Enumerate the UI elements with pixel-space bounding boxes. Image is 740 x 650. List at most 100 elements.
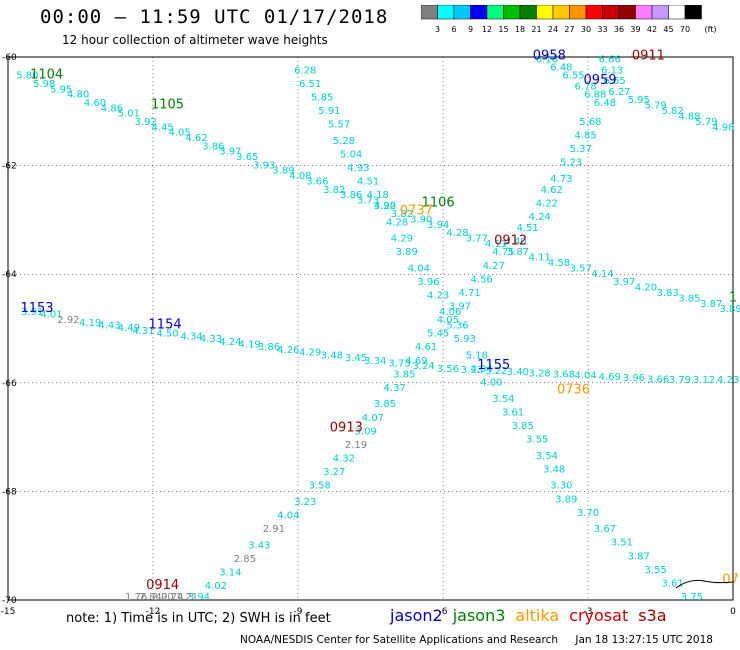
swh-value: 3.48	[543, 464, 565, 475]
swh-value: 4.26	[277, 345, 299, 356]
swh-value: 4.34	[181, 331, 203, 342]
satellite-legend: jason2 jason3 altika cryosat s3a	[390, 606, 677, 625]
pass-time-label: 1153	[20, 301, 53, 316]
swh-value: 4.75	[492, 247, 514, 258]
pass-time-label: 0737	[400, 203, 433, 218]
swh-value: 4.24	[529, 212, 551, 223]
swh-value: 4.24	[219, 337, 241, 348]
swh-value: 3.12	[693, 375, 715, 386]
colorbar-swatch	[668, 5, 686, 20]
swh-value: 3.55	[645, 565, 667, 576]
swh-value: 4.56	[471, 274, 493, 285]
swh-value: 5.95	[50, 84, 72, 95]
swh-value: 4.02	[205, 581, 227, 592]
pass-time-label: 0959	[584, 73, 617, 88]
pass-time-label: 0736	[557, 383, 590, 398]
swh-value: 3.83	[657, 288, 679, 299]
swh-value: 3.94	[427, 220, 449, 231]
swh-value: 4.23	[427, 291, 449, 302]
swh-value: 4.88	[678, 111, 700, 122]
swh-value: 3.75	[681, 592, 703, 603]
swh-value: 3.66	[306, 177, 328, 188]
swh-value: 3.89	[396, 247, 418, 258]
swh-value: 3.61	[502, 407, 524, 418]
swh-value: 3.65	[236, 152, 258, 163]
swh-value: 6.27	[608, 87, 630, 98]
swh-value: 3.55	[526, 435, 548, 446]
swh-value: 3.87	[628, 551, 650, 562]
generated-timestamp: Jan 18 13:27:15 UTC 2018	[575, 634, 713, 646]
colorbar-swatch	[453, 5, 471, 20]
credit-line: NOAA/NESDIS Center for Satellite Applica…	[240, 634, 727, 646]
swh-value: 5.93	[454, 334, 476, 345]
colorbar-tick: 30	[581, 25, 591, 34]
colorbar-tick: 6	[451, 25, 456, 34]
swh-value: 6.48	[594, 98, 616, 109]
swh-value: 3.58	[309, 481, 331, 492]
swh-value: 6.78	[574, 82, 596, 93]
footnote: note: 1) Time is in UTC; 2) SWH is in fe…	[66, 611, 331, 626]
swh-value: 3.86	[202, 141, 224, 152]
swh-value: 3.94	[188, 592, 210, 603]
colorbar-swatch	[618, 5, 636, 20]
swh-value: 2.19	[345, 440, 367, 451]
swh-value: 3.91	[21, 307, 43, 318]
swh-value: 2.85	[234, 554, 256, 565]
swh-value: 5.45	[427, 329, 449, 340]
swh-value: 3.82	[391, 209, 413, 220]
swh-value: 4.37	[384, 383, 406, 394]
satellite-jason3: jason3	[452, 606, 506, 625]
colorbar-tick: 12	[482, 25, 492, 34]
colorbar-swatch	[503, 5, 521, 20]
swh-value: 3.54	[536, 451, 558, 462]
swh-value: 4.04	[408, 263, 430, 274]
swh-value: 3.89	[719, 304, 740, 315]
swh-value: 3.85	[374, 399, 396, 410]
swh-value: 3.87	[700, 299, 722, 310]
swh-value: 3.92	[374, 201, 396, 212]
swh-value: 4.80	[67, 90, 89, 101]
swh-value: 4.71	[458, 288, 480, 299]
swh-value: 4.69	[599, 372, 621, 383]
swh-value: 4.43	[98, 321, 120, 332]
swh-value: 3.51	[611, 538, 633, 549]
swh-value: 5.98	[33, 79, 55, 90]
swh-value: 3.97	[613, 277, 635, 288]
swh-value: 4.69	[405, 356, 427, 367]
pass-time-label: 0914	[146, 578, 179, 593]
swh-value: 5.57	[328, 120, 350, 131]
x-tick-label: -6	[439, 607, 448, 617]
swh-value: 5.18	[466, 350, 488, 361]
pass-time-label: 0911	[632, 49, 665, 64]
swh-value: 4.49	[118, 323, 140, 334]
swh-value: 6.16	[536, 54, 558, 65]
swh-value: 4.23	[717, 375, 739, 386]
swh-value: 3.77	[466, 234, 488, 245]
colorbar-swatch	[602, 5, 620, 20]
swh-value: 3.79	[669, 375, 691, 386]
swh-value: 3.73	[357, 196, 379, 207]
colorbar-tick: 24	[548, 25, 558, 34]
pass-time-label: 1105	[151, 98, 184, 113]
colorbar-swatch	[519, 5, 537, 20]
colorbar-tick: 21	[531, 25, 541, 34]
swh-value: 4.73	[550, 174, 572, 185]
swh-value: 3.45	[345, 353, 367, 364]
colorbar-swatch	[569, 5, 587, 20]
swh-value: 4.62	[541, 185, 563, 196]
swh-value: 5.68	[579, 117, 601, 128]
swh-value: 3.90	[410, 215, 432, 226]
swh-value: 4.98	[712, 122, 734, 133]
swh-value: 3.96	[623, 373, 645, 384]
swh-value: 3.70	[577, 508, 599, 519]
swh-value: 5.79	[645, 101, 667, 112]
swh-value: 2.74	[161, 592, 183, 603]
swh-value: 4.58	[548, 258, 570, 269]
swh-value: 3.27	[323, 467, 345, 478]
pass-time-label: 1	[729, 290, 737, 305]
colorbar-tick: 18	[515, 25, 525, 34]
swh-value: 3.57	[570, 263, 592, 274]
swh-value: 3.23	[461, 365, 483, 376]
colorbar-swatch	[635, 5, 653, 20]
swh-value: 4.18	[367, 190, 389, 201]
